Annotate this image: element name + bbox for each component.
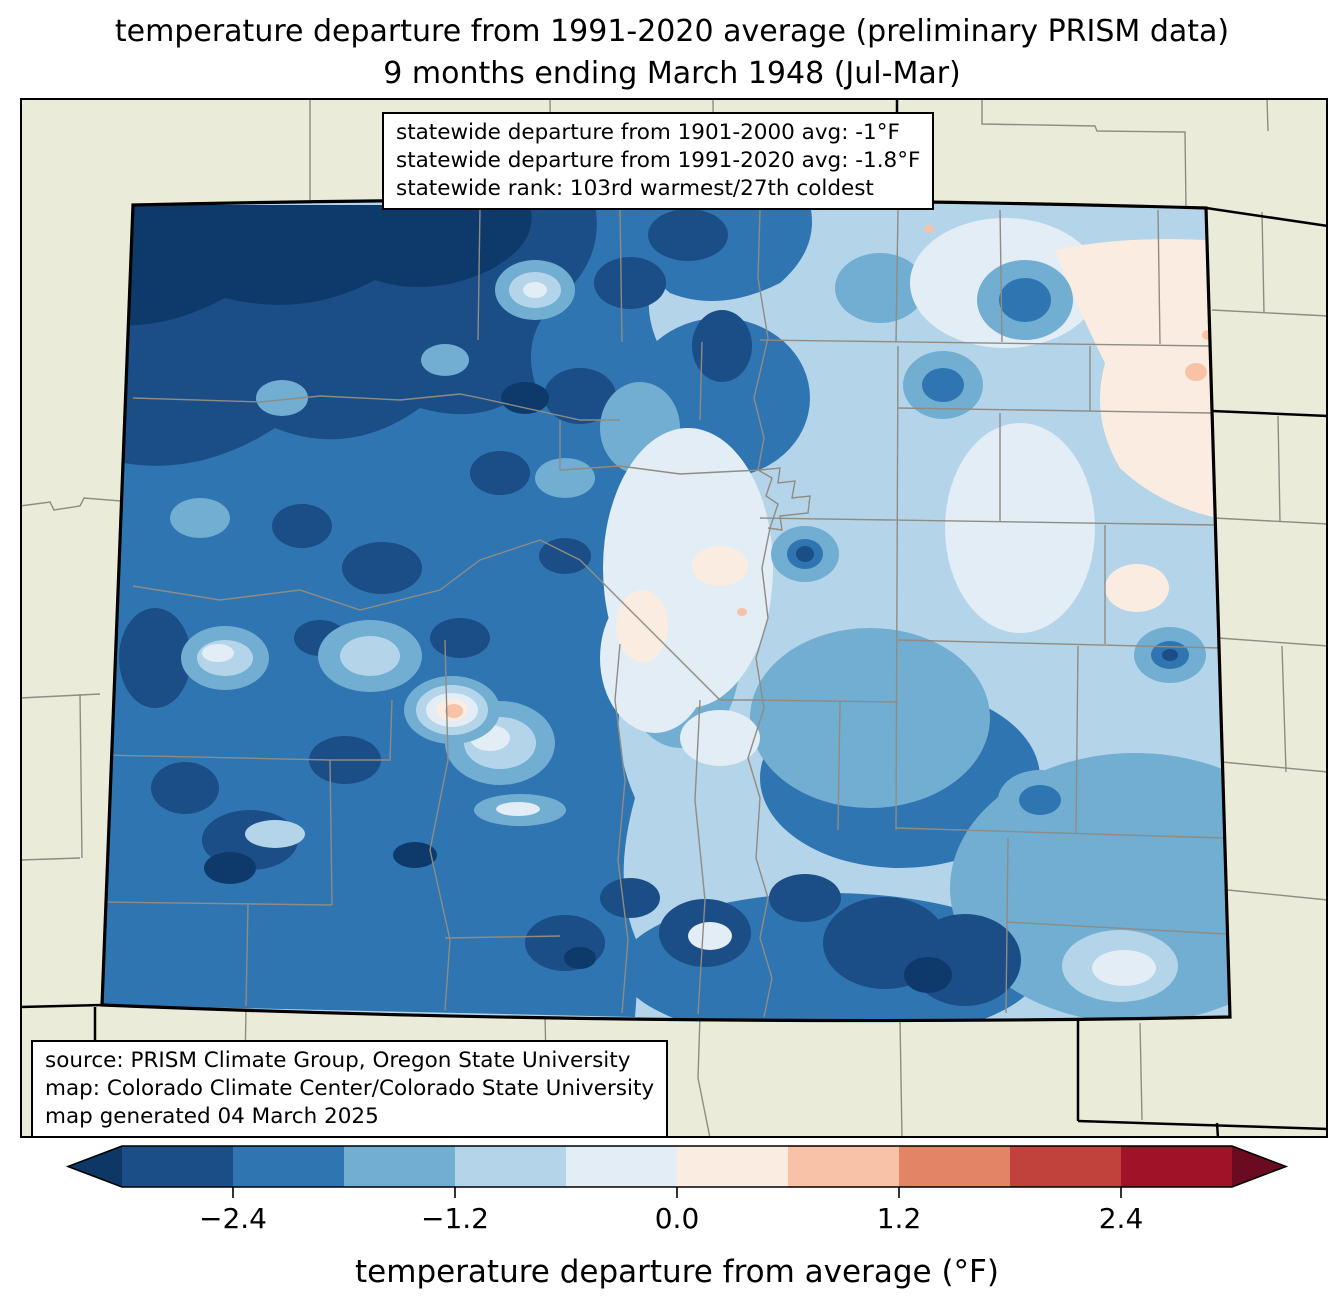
stats-line-2: statewide departure from 1991-2020 avg: …: [396, 148, 921, 173]
tick-label: 0.0: [655, 1202, 700, 1235]
colorbar-segments: [65, 1145, 1289, 1188]
colorbar-seg-2: [233, 1146, 344, 1187]
colorado-county-lines: [102, 207, 1227, 1018]
colorbar-outline: [65, 1145, 1289, 1188]
tick-label: −1.2: [421, 1202, 489, 1235]
stats-line-3: statewide rank: 103rd warmest/27th colde…: [396, 176, 874, 201]
contour-deepest-regions: [102, 205, 952, 993]
colorbar-seg-8: [899, 1146, 1010, 1187]
tick-label: 2.4: [1099, 1202, 1144, 1235]
colorbar-axis-label: temperature departure from average (°F): [355, 1254, 999, 1290]
source-box: source: PRISM Climate Group, Oregon Stat…: [31, 1040, 669, 1138]
colorbar-seg-1: [122, 1146, 233, 1187]
colorbar-seg-4: [455, 1146, 566, 1187]
map-axes: [20, 98, 1328, 1138]
colorbar-seg-5: [566, 1146, 677, 1187]
contour-west-light-pockets: [170, 260, 680, 848]
tick-label: −2.4: [199, 1202, 267, 1235]
figure-title-line2: 9 months ending March 1948 (Jul-Mar): [383, 56, 961, 91]
colorbar-under-arrow: [68, 1146, 122, 1187]
tick-label: 1.2: [877, 1202, 922, 1235]
colorbar-over-arrow: [1232, 1146, 1286, 1187]
contour-east-zones: [688, 218, 1218, 1002]
colorbar-seg-9: [1010, 1146, 1121, 1187]
colorbar: −2.4 −1.2 0.0 1.2 2.4 temperature depart…: [20, 1140, 1328, 1299]
axes-frame: [20, 98, 1328, 1138]
contour-center-pale-column: [600, 428, 773, 766]
contour-fills: [102, 199, 1230, 1021]
colorbar-canvas: −2.4 −1.2 0.0 1.2 2.4 temperature depart…: [65, 1145, 1289, 1290]
colorbar-tick-labels: −2.4 −1.2 0.0 1.2 2.4: [199, 1202, 1143, 1235]
source-line-2: map: Colorado Climate Center/Colorado St…: [45, 1076, 655, 1101]
colorbar-seg-3: [344, 1146, 455, 1187]
colorbar-tick-marks: [232, 1187, 1122, 1198]
colorbar-seg-10: [1121, 1146, 1232, 1187]
source-line-1: source: PRISM Climate Group, Oregon Stat…: [45, 1048, 631, 1073]
figure-title-line1: temperature departure from 1991-2020 ave…: [114, 14, 1230, 49]
source-line-3: map generated 04 March 2025: [45, 1104, 379, 1129]
stats-box: statewide departure from 1901-2000 avg: …: [382, 112, 935, 210]
colorbar-seg-7: [788, 1146, 899, 1187]
map-canvas: [20, 98, 1328, 1138]
stats-line-1: statewide departure from 1901-2000 avg: …: [396, 120, 900, 145]
colorbar-seg-6: [677, 1146, 788, 1187]
